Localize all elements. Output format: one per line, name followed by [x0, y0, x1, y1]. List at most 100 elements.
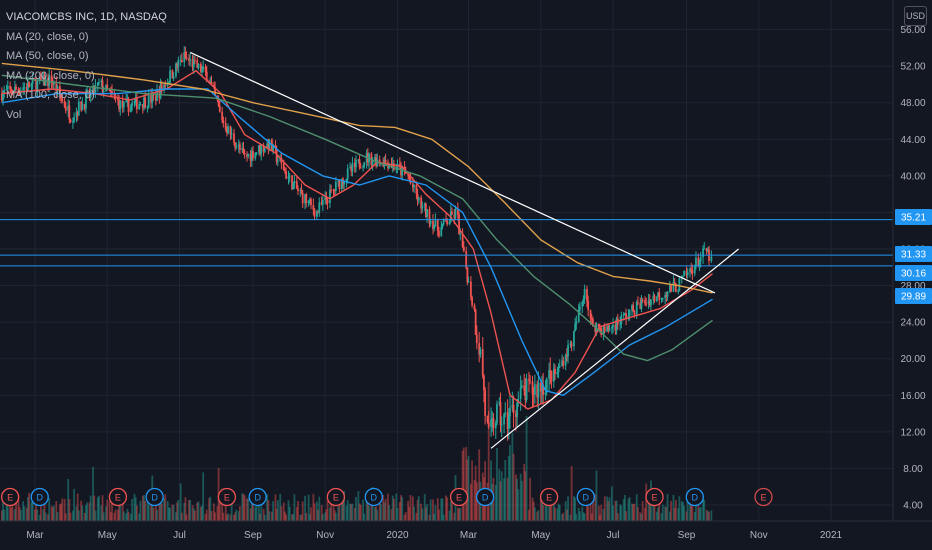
descending-trendline[interactable] — [189, 51, 716, 294]
legend-ma-20[interactable]: MA (20, close, 0) — [6, 30, 89, 43]
volume-bar — [183, 502, 186, 521]
volume-bar — [416, 499, 419, 521]
candle-body — [135, 97, 138, 110]
time-axis[interactable]: Mar May Jul Sep Nov 2020 Mar May Jul Sep Nov 2021 — [26, 530, 842, 541]
dividend-marker[interactable]: D — [475, 487, 495, 507]
candle-body — [10, 88, 13, 93]
candle-body — [131, 102, 134, 106]
candle-body — [653, 295, 656, 302]
volume-bar — [622, 499, 625, 521]
volume-bar — [147, 504, 150, 521]
candle-body — [179, 59, 182, 61]
candle-body — [471, 297, 473, 306]
ascending-trendline[interactable] — [490, 248, 739, 449]
marker-label: D — [482, 493, 489, 503]
earnings-marker[interactable]: E — [539, 487, 559, 507]
candle-body — [230, 133, 233, 135]
horizontal-levels[interactable] — [0, 219, 893, 267]
volume-bar — [9, 494, 12, 521]
volume-bar — [350, 504, 353, 521]
volume-bar — [333, 510, 336, 521]
candle-body — [221, 111, 224, 121]
volume-bar — [216, 506, 219, 521]
dividend-marker[interactable]: D — [145, 487, 164, 507]
earnings-marker[interactable]: E — [326, 487, 346, 507]
price-badge — [895, 246, 932, 262]
candle-body — [440, 227, 443, 237]
volume-bar — [451, 494, 453, 521]
candle-body — [56, 86, 59, 92]
legend-volume[interactable]: Vol — [6, 108, 22, 121]
dividend-marker[interactable]: D — [364, 487, 383, 507]
candle-body — [552, 368, 555, 382]
candle-body — [28, 82, 30, 88]
dividend-marker[interactable]: D — [248, 487, 267, 507]
candle-body — [196, 59, 199, 68]
dividend-marker[interactable]: D — [685, 487, 704, 507]
candle-body — [192, 59, 195, 68]
candle-body — [494, 422, 497, 429]
volume-bar — [218, 495, 221, 521]
trendlines[interactable] — [189, 51, 739, 449]
volume-bar — [363, 513, 366, 521]
candle-body — [523, 385, 526, 391]
symbol-title[interactable]: VIACOMCBS INC, 1D, NASDAQ — [6, 11, 167, 23]
volume-bar — [284, 511, 286, 521]
candle-body — [133, 101, 136, 103]
volume-bar — [558, 505, 561, 521]
candle-body — [257, 145, 260, 153]
volume-bar — [582, 512, 585, 521]
legend-ma-50[interactable]: MA (50, close, 0) — [6, 50, 89, 62]
candle-body — [589, 310, 592, 319]
volume-bar — [234, 512, 237, 521]
volume-bar — [2, 498, 4, 521]
candle-body — [101, 80, 104, 92]
legend-ma-100[interactable]: MA (100, close, 0) — [6, 89, 95, 101]
earnings-marker[interactable]: E — [0, 487, 20, 507]
currency-button[interactable]: USD — [904, 6, 927, 26]
candle-body — [96, 82, 99, 86]
volume-bar — [172, 504, 175, 521]
volume-bar — [478, 449, 481, 521]
volume-bar — [666, 493, 669, 521]
candle-body — [212, 84, 215, 87]
x-tick-label: Sep — [244, 530, 262, 541]
volume-bar — [316, 501, 318, 521]
earnings-marker[interactable]: E — [449, 487, 469, 507]
candle-body — [0, 93, 3, 101]
volume-bar — [114, 509, 117, 521]
dividend-marker[interactable]: D — [30, 487, 49, 507]
candle-body — [533, 384, 536, 395]
candle-body — [532, 393, 535, 395]
candle-body — [313, 209, 316, 217]
volume-bar — [370, 498, 373, 521]
earnings-marker[interactable]: E — [754, 487, 773, 507]
volume-bar — [487, 382, 490, 521]
volume-bar — [600, 504, 603, 521]
volume-bar — [647, 494, 650, 521]
volume-bar — [400, 495, 402, 521]
candle-body — [316, 211, 318, 217]
earnings-marker[interactable]: E — [217, 487, 237, 507]
volume-bar — [305, 512, 308, 521]
legend-ma-200[interactable]: MA (200, close, 0) — [6, 69, 95, 82]
volume-bar — [404, 512, 407, 521]
volume-bar — [259, 514, 261, 521]
volume-bar — [531, 497, 534, 521]
volume-bar — [586, 500, 588, 521]
candle-body — [263, 148, 266, 152]
volume-bar — [241, 493, 244, 521]
volume-bar — [631, 503, 633, 521]
candle-body — [300, 190, 303, 193]
volume-bar — [69, 512, 72, 521]
volume-bar — [201, 505, 203, 521]
volume-bar — [657, 507, 659, 521]
candle-body — [262, 145, 265, 152]
earnings-marker[interactable]: E — [108, 487, 128, 507]
volume-bar — [292, 514, 295, 521]
volume-bar — [210, 511, 213, 521]
dividend-marker[interactable]: D — [576, 487, 595, 507]
earnings-marker[interactable]: E — [645, 487, 664, 507]
